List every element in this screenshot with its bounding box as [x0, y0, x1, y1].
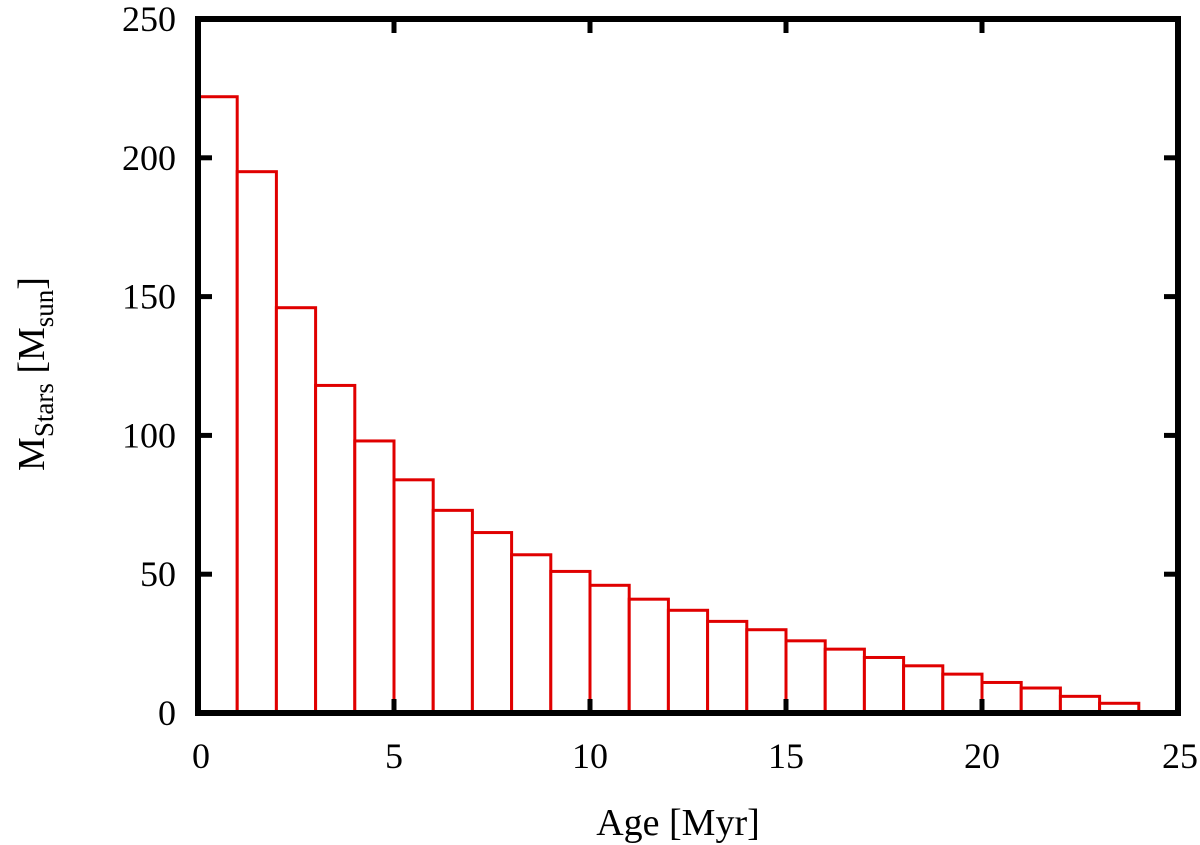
- histogram-bar: [235, 170, 278, 715]
- histogram-bar: [784, 639, 827, 715]
- histogram-bar: [980, 680, 1023, 715]
- histogram-bar: [666, 608, 710, 715]
- x-tick-label: 20: [964, 736, 1000, 776]
- y-tick-label: 100: [122, 415, 176, 455]
- histogram-bar: [588, 583, 631, 715]
- x-tick-label: 15: [768, 736, 804, 776]
- histogram-bar: [862, 655, 906, 715]
- histogram-bar: [745, 628, 788, 715]
- y-tick-label: 50: [140, 554, 176, 594]
- histogram-bar: [470, 531, 514, 715]
- x-tick-label: 0: [192, 736, 210, 776]
- x-tick-labels: 0 5 10 15 20 25: [192, 736, 1198, 776]
- histogram-bar: [627, 597, 670, 715]
- x-tick-label: 5: [385, 736, 403, 776]
- histogram-bar: [431, 508, 474, 715]
- histogram-bars: [196, 95, 1180, 715]
- histogram-bar: [392, 478, 435, 715]
- y-axis-title-unit-open: [M: [11, 327, 53, 383]
- histogram-bar: [1019, 686, 1062, 715]
- x-axis-title: Age [Myr]: [596, 802, 760, 844]
- y-axis-title-unit-close: ]: [11, 277, 53, 290]
- histogram-bar: [314, 383, 357, 715]
- histogram-bar: [196, 95, 239, 715]
- x-tick-label: 25: [1162, 736, 1198, 776]
- y-tick-label: 200: [122, 138, 176, 178]
- y-axis-title-main: M: [11, 437, 53, 471]
- histogram-bar: [941, 672, 984, 715]
- y-tick-label: 150: [122, 277, 176, 317]
- y-axis-title-main-subscript: Stars: [29, 383, 59, 437]
- y-axis-title: MStars [Msun]: [11, 277, 59, 471]
- histogram-bar: [902, 664, 945, 715]
- histogram-bar: [549, 569, 592, 715]
- histogram-bar: [274, 306, 318, 715]
- plot-frame: [195, 16, 1181, 716]
- y-axis-title-unit-subscript: sun: [29, 289, 59, 327]
- y-tick-label: 0: [158, 693, 176, 733]
- y-tick-label: 250: [122, 0, 176, 39]
- x-tick-label: 10: [572, 736, 608, 776]
- histogram-bar: [823, 647, 866, 715]
- histogram-bar: [353, 439, 396, 715]
- histogram-bar: [706, 619, 749, 715]
- y-tick-labels: 0 50 100 150 200 250: [122, 0, 176, 733]
- histogram-bar: [510, 553, 553, 715]
